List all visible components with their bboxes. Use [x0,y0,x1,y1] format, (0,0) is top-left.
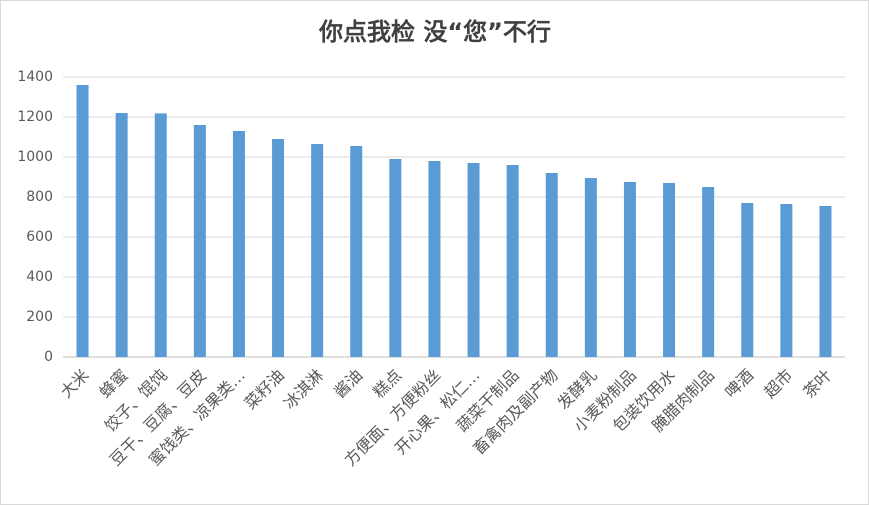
bar [115,113,128,357]
bar [154,113,167,358]
y-tick-label: 0 [44,349,53,365]
bar [232,131,245,357]
bar [584,178,597,357]
y-tick-label: 400 [26,269,53,285]
bar [780,204,793,357]
bar [272,139,285,357]
y-tick-label: 800 [26,189,53,205]
bar [741,203,754,357]
chart-title: 你点我检 没“您”不行 [318,18,551,46]
bar [663,183,676,357]
bar [428,161,441,357]
bar [506,165,519,357]
y-tick-label: 1400 [17,69,53,85]
y-tick-label: 1200 [17,109,53,125]
bar [311,144,324,357]
bar [389,159,402,357]
y-tick-label: 600 [26,229,53,245]
y-tick-label: 1000 [17,149,53,165]
y-tick-label: 200 [26,309,53,325]
bar [702,187,715,357]
bar [76,85,89,357]
bar [819,206,832,357]
bar [350,146,363,357]
bar [545,173,558,357]
bar [467,163,480,357]
bar [623,182,636,357]
bar [193,125,206,357]
